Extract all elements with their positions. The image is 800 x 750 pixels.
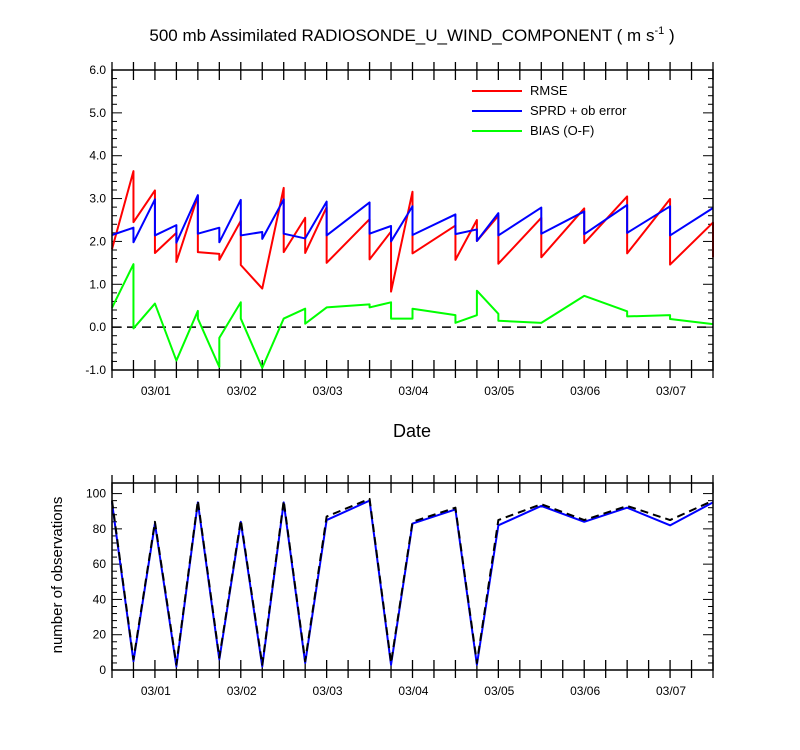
- bottom-x-tick-labels: 03/01 03/02 03/03 03/04 03/05 03/06 03/07: [141, 684, 686, 698]
- y-tick-label: 2.0: [89, 234, 106, 248]
- top-series-lines: [111, 170, 714, 369]
- bias-o-f-line: [111, 263, 714, 369]
- y-tick-label: 6.0: [89, 63, 106, 77]
- y-tick-label: 0: [99, 663, 106, 677]
- y-tick-label: 5.0: [89, 106, 106, 120]
- sprd-ob-error-line: [111, 194, 714, 244]
- x-tick-label: 03/04: [398, 684, 428, 698]
- bottom-y-axis-label: number of observations: [49, 497, 66, 654]
- x-tick-label: 03/06: [570, 684, 600, 698]
- legend-entry: BIAS (O-F): [530, 123, 594, 138]
- top-tick-marks: [111, 62, 714, 378]
- top-y-tick-labels: -1.0 0.0 1.0 2.0 3.0 4.0 5.0 6.0: [85, 63, 106, 377]
- y-tick-label: 40: [93, 592, 107, 606]
- legend: RMSE SPRD + ob error BIAS (O-F): [472, 83, 627, 138]
- x-tick-label: 03/07: [656, 684, 686, 698]
- top-plot-frame: [111, 69, 714, 371]
- x-tick-label: 03/05: [484, 384, 514, 398]
- y-tick-label: 20: [93, 628, 107, 642]
- bottom-plot-frame: [111, 482, 714, 671]
- x-tick-label: 03/01: [141, 384, 171, 398]
- x-tick-label: 03/03: [313, 684, 343, 698]
- x-tick-label: 03/03: [313, 384, 343, 398]
- x-tick-label: 03/02: [227, 384, 257, 398]
- y-tick-label: 0.0: [89, 320, 106, 334]
- top-plot: -1.00.01.02.03.04.05.06.0 03/01 03/02 03/0…: [85, 62, 714, 398]
- y-tick-label: 80: [93, 522, 107, 536]
- bottom-y-tick-labels: 0 20 40 60 80 100: [86, 487, 106, 677]
- y-tick-label: -1.0: [85, 363, 106, 377]
- x-tick-label: 03/02: [227, 684, 257, 698]
- bottom-series-lines: [111, 497, 714, 668]
- x-tick-label: 03/01: [141, 684, 171, 698]
- y-tick-label: 60: [93, 557, 107, 571]
- top-x-axis-label: Date: [393, 421, 431, 441]
- top-x-tick-labels: 03/01 03/02 03/03 03/04 03/05 03/06 03/07: [141, 384, 686, 398]
- top-chart-title: 500 mb Assimilated RADIOSONDE_U_WIND_COM…: [149, 25, 674, 45]
- x-tick-label: 03/05: [484, 684, 514, 698]
- bottom-tick-marks: [111, 475, 714, 678]
- x-tick-label: 03/07: [656, 384, 686, 398]
- title-main: 500 mb Assimilated RADIOSONDE_U_WIND_COM…: [149, 26, 654, 45]
- legend-entry: SPRD + ob error: [530, 103, 627, 118]
- series-2-line: [111, 497, 714, 666]
- y-tick-label: 1.0: [89, 277, 106, 291]
- y-tick-label: 4.0: [89, 149, 106, 163]
- y-tick-label: 3.0: [89, 192, 106, 206]
- x-tick-label: 03/04: [398, 384, 428, 398]
- y-tick-label: 100: [86, 487, 106, 501]
- title-suffix: ): [664, 26, 674, 45]
- x-tick-label: 03/06: [570, 384, 600, 398]
- legend-entry: RMSE: [530, 83, 568, 98]
- title-superscript: -1: [654, 25, 664, 37]
